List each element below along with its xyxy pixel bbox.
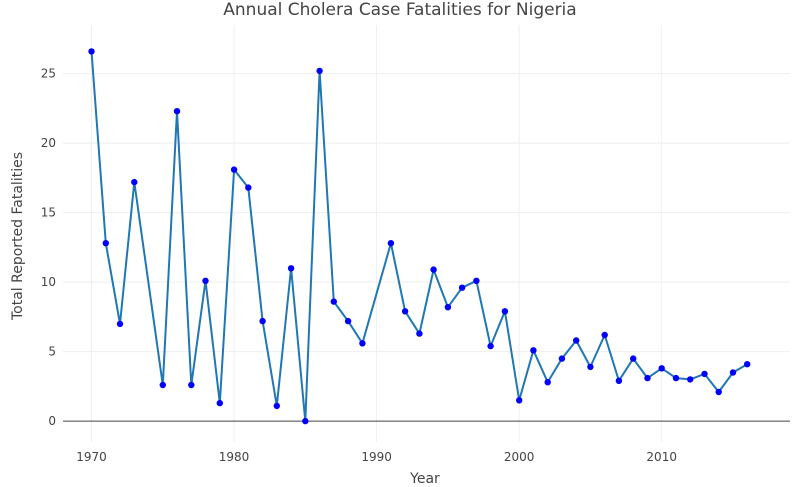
data-point[interactable] bbox=[216, 399, 223, 407]
data-point[interactable] bbox=[444, 304, 452, 311]
data-point[interactable] bbox=[359, 340, 366, 347]
data-point[interactable] bbox=[715, 388, 722, 396]
data-point[interactable] bbox=[273, 402, 280, 410]
axes: 1970 1980 1990 2000 2010 0 5 10 15 20 25 bbox=[41, 67, 790, 464]
data-point[interactable] bbox=[102, 240, 110, 247]
data-point[interactable] bbox=[601, 331, 608, 339]
data-point[interactable] bbox=[701, 370, 708, 378]
data-point[interactable] bbox=[159, 381, 166, 389]
y-tick-label: 20 bbox=[41, 136, 56, 150]
x-tick-label: 1990 bbox=[361, 450, 392, 464]
x-tick-label: 2000 bbox=[504, 450, 535, 464]
y-tick-label: 25 bbox=[41, 67, 56, 81]
data-point[interactable] bbox=[316, 67, 323, 75]
data-point[interactable] bbox=[687, 376, 694, 383]
data-point[interactable] bbox=[202, 277, 209, 284]
data-point[interactable] bbox=[131, 178, 138, 186]
data-point[interactable] bbox=[487, 342, 494, 350]
chart-title: Annual Cholera Case Fatalities for Niger… bbox=[223, 0, 576, 20]
y-tick-label: 0 bbox=[48, 414, 56, 428]
data-point[interactable] bbox=[344, 317, 352, 325]
data-point[interactable] bbox=[188, 381, 195, 389]
data-series bbox=[88, 48, 751, 425]
data-point[interactable] bbox=[644, 374, 651, 382]
data-point[interactable] bbox=[744, 361, 751, 368]
data-point[interactable] bbox=[302, 417, 309, 425]
data-point[interactable] bbox=[630, 355, 637, 362]
data-point[interactable] bbox=[658, 365, 665, 372]
data-point[interactable] bbox=[330, 298, 337, 305]
data-point[interactable] bbox=[230, 166, 238, 173]
data-point[interactable] bbox=[387, 240, 395, 247]
data-point[interactable] bbox=[587, 363, 594, 371]
data-point[interactable] bbox=[544, 379, 551, 386]
data-point[interactable] bbox=[458, 284, 466, 291]
y-tick-label: 5 bbox=[48, 345, 56, 359]
data-point[interactable] bbox=[530, 347, 537, 354]
data-point[interactable] bbox=[259, 317, 266, 325]
x-tick-label: 2010 bbox=[646, 450, 677, 464]
data-point[interactable] bbox=[573, 337, 580, 344]
data-point[interactable] bbox=[430, 266, 437, 273]
data-point[interactable] bbox=[615, 377, 623, 384]
data-point[interactable] bbox=[501, 308, 509, 315]
data-point[interactable] bbox=[401, 308, 409, 315]
x-tick-label: 1980 bbox=[219, 450, 250, 464]
x-axis-title: Year bbox=[409, 471, 440, 483]
data-point[interactable] bbox=[116, 320, 124, 328]
data-point[interactable] bbox=[558, 355, 566, 362]
data-point[interactable] bbox=[88, 48, 95, 55]
data-point[interactable] bbox=[287, 265, 295, 272]
data-point[interactable] bbox=[416, 330, 423, 337]
grid bbox=[63, 25, 790, 442]
y-axis-title: Total Reported Fatalities bbox=[10, 152, 26, 321]
data-point[interactable] bbox=[473, 277, 480, 284]
y-tick-label: 10 bbox=[41, 275, 56, 289]
x-tick-label: 1970 bbox=[76, 450, 107, 464]
y-tick-label: 15 bbox=[41, 206, 56, 220]
data-point[interactable] bbox=[173, 108, 181, 115]
data-point[interactable] bbox=[516, 397, 523, 404]
data-point[interactable] bbox=[729, 369, 737, 376]
data-point[interactable] bbox=[245, 184, 252, 191]
data-point[interactable] bbox=[672, 374, 680, 382]
